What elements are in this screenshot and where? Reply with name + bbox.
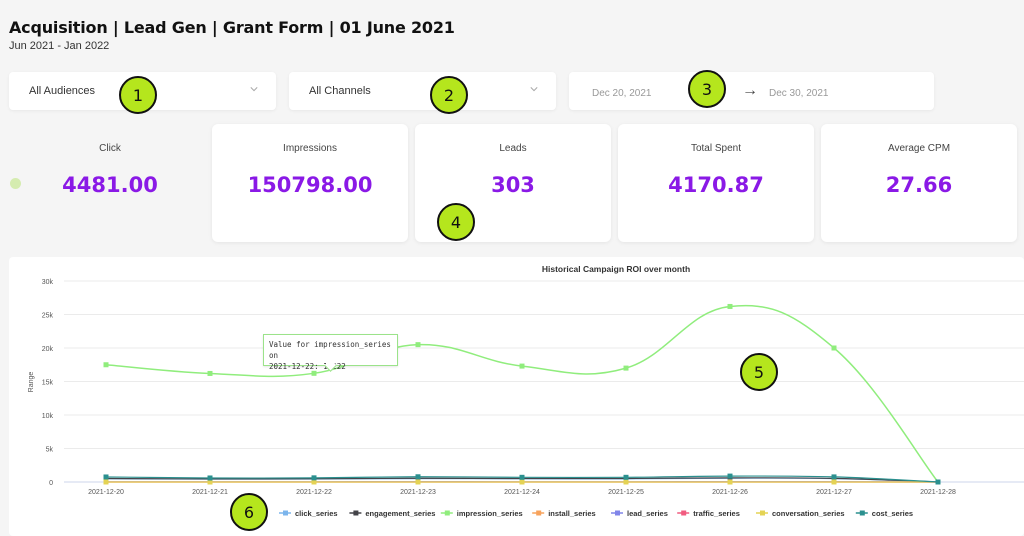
y-tick-label: 0 xyxy=(49,480,53,487)
legend-marker-impression_series xyxy=(444,510,450,516)
data-point-cost_series xyxy=(415,474,421,480)
data-point-cost_series xyxy=(727,473,733,479)
legend-marker-traffic_series xyxy=(681,510,687,516)
legend-item-install_series: install_series xyxy=(548,509,596,518)
series-line-impression_series xyxy=(105,304,939,483)
y-tick-label: 25k xyxy=(42,313,54,320)
start-date[interactable]: Dec 20, 2021 xyxy=(592,88,652,99)
chevron-down-icon xyxy=(250,87,258,92)
annotation-badge-2: 2 xyxy=(430,76,468,114)
legend-item-engagement_series: engagement_series xyxy=(365,509,435,518)
legend-marker-cost_series xyxy=(859,510,865,516)
data-point-conversation_series xyxy=(103,479,109,485)
data-point-cost_series xyxy=(207,475,213,481)
x-tick-label: 2021-12-28 xyxy=(920,489,956,496)
y-tick-label: 5k xyxy=(46,447,54,454)
data-point-conversation_series xyxy=(311,479,317,485)
chart-tooltip: Value for impression_series on 2021-12-2… xyxy=(263,334,398,371)
x-tick-label: 2021-12-21 xyxy=(192,489,228,496)
data-point-cost_series xyxy=(311,475,317,481)
data-point-cost_series xyxy=(519,474,525,480)
data-point-impression_series xyxy=(519,363,525,369)
data-point-cost_series xyxy=(831,474,837,480)
annotation-badge-3: 3 xyxy=(688,70,726,108)
y-tick-label: 20k xyxy=(42,346,54,353)
x-tick-label: 2021-12-20 xyxy=(88,489,124,496)
data-point-cost_series xyxy=(103,474,109,480)
data-point-impression_series xyxy=(727,303,733,309)
kpi-value: 150798.00 xyxy=(247,173,373,197)
legend-item-lead_series: lead_series xyxy=(627,509,668,518)
audience-select-value: All Audiences xyxy=(29,85,96,97)
kpi-label: Impressions xyxy=(283,143,337,154)
kpi-value: 4481.00 xyxy=(62,173,158,197)
x-tick-label: 2021-12-23 xyxy=(400,489,436,496)
chevron-down-icon xyxy=(530,87,538,92)
roi-chart-card: Historical Campaign ROI over month Range 0… xyxy=(9,257,1024,536)
data-point-impression_series xyxy=(103,362,109,368)
legend-item-traffic_series: traffic_series xyxy=(693,509,740,518)
kpi-label: Total Spent xyxy=(690,143,742,154)
data-point-conversation_series xyxy=(519,479,525,485)
x-tick-label: 2021-12-26 xyxy=(712,489,748,496)
data-point-conversation_series xyxy=(623,479,629,485)
kpi-card-impressions: Impressions 150798.00 xyxy=(212,124,408,242)
legend-marker-install_series xyxy=(536,510,542,516)
data-point-impression_series xyxy=(311,370,317,376)
y-tick-label: 10k xyxy=(42,413,54,420)
kpi-label: Click xyxy=(99,143,121,154)
page-title: Acquisition | Lead Gen | Grant Form | 01… xyxy=(9,18,455,37)
x-tick-label: 2021-12-25 xyxy=(608,489,644,496)
data-point-impression_series xyxy=(207,370,213,376)
kpi-label: Average CPM xyxy=(887,143,951,154)
kpi-card-total-spent: Total Spent 4170.87 xyxy=(618,124,814,242)
legend-item-click_series: click_series xyxy=(295,509,338,518)
annotation-badge-6: 6 xyxy=(230,493,268,531)
annotation-badge-1: 1 xyxy=(119,76,157,114)
x-tick-label: 2021-12-27 xyxy=(816,489,852,496)
legend-item-conversation_series: conversation_series xyxy=(772,509,845,518)
tooltip-line-1: Value for impression_series on xyxy=(269,340,391,360)
kpi-value: 303 xyxy=(491,173,535,197)
legend-marker-conversation_series xyxy=(760,510,765,516)
roi-line-chart: Historical Campaign ROI over month Range 0… xyxy=(28,264,1024,518)
data-point-conversation_series xyxy=(207,479,213,485)
legend-marker-lead_series xyxy=(615,510,620,516)
x-tick-label: 2021-12-22 xyxy=(296,489,332,496)
chevron-left-icon[interactable] xyxy=(10,178,21,189)
data-point-cost_series xyxy=(935,479,941,485)
annotation-badge-5: 5 xyxy=(740,353,778,391)
x-tick-label: 2021-12-24 xyxy=(504,489,540,496)
date-range-subtitle: Jun 2021 - Jan 2022 xyxy=(9,40,110,52)
kpi-value: 27.66 xyxy=(885,173,953,197)
data-point-impression_series xyxy=(623,365,629,371)
annotation-badge-4: 4 xyxy=(437,203,475,241)
legend-marker-click_series xyxy=(283,510,288,516)
y-axis-label: Range xyxy=(28,372,35,393)
legend-item-impression_series: impression_series xyxy=(457,509,523,518)
kpi-card-click: Click 4481.00 xyxy=(12,124,208,242)
chart-title: Historical Campaign ROI over month xyxy=(542,264,690,274)
y-tick-label: 30k xyxy=(42,279,54,286)
channel-select[interactable]: All Channels xyxy=(289,72,556,110)
tooltip-line-2: 2021-12-22: 16222 xyxy=(269,362,346,371)
data-point-conversation_series xyxy=(727,479,733,485)
date-range-picker[interactable]: Dec 20, 2021 → Dec 30, 2021 xyxy=(569,72,934,110)
data-point-conversation_series xyxy=(415,479,421,485)
kpi-label: Leads xyxy=(499,143,527,154)
data-point-conversation_series xyxy=(831,479,837,485)
legend-item-cost_series: cost_series xyxy=(872,509,913,518)
arrow-right-icon: → xyxy=(742,82,758,99)
end-date[interactable]: Dec 30, 2021 xyxy=(769,88,829,99)
channel-select-value: All Channels xyxy=(309,85,371,97)
y-tick-label: 15k xyxy=(42,380,54,387)
data-point-cost_series xyxy=(623,474,629,480)
data-point-impression_series xyxy=(831,345,837,351)
kpi-card-average-cpm: Average CPM 27.66 xyxy=(821,124,1017,242)
kpi-value: 4170.87 xyxy=(668,173,764,197)
data-point-impression_series xyxy=(415,342,421,348)
legend-marker-engagement_series xyxy=(353,510,359,516)
